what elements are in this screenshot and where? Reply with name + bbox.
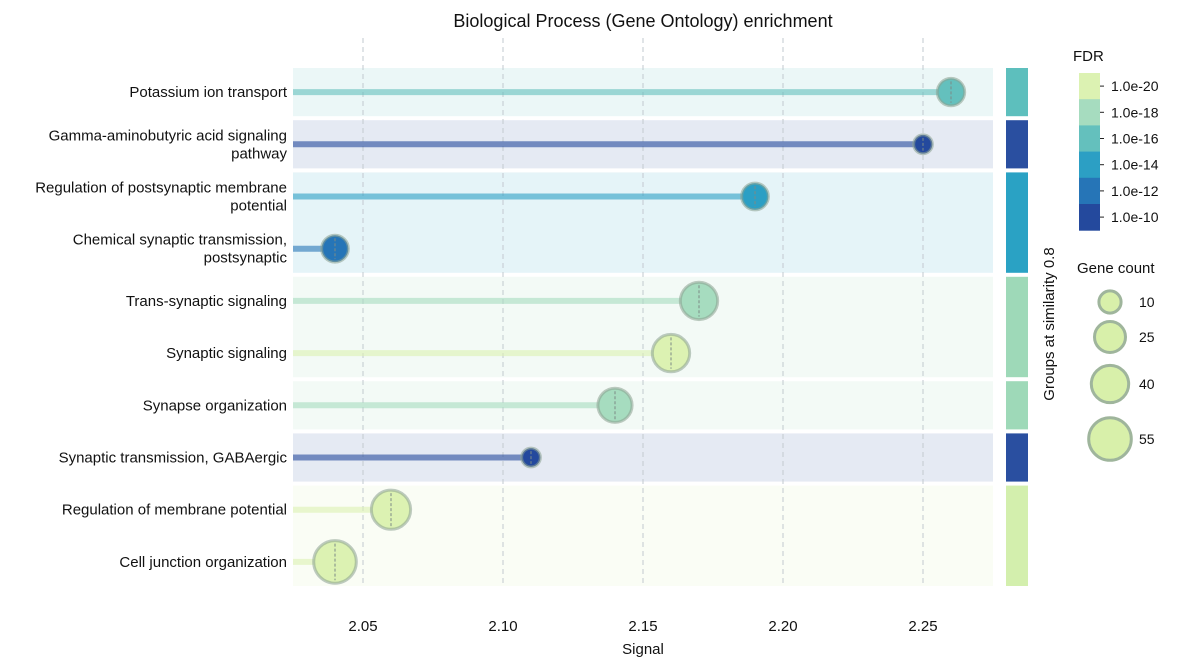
gene-count-label-55: 55	[1139, 431, 1155, 447]
row-label-6: Synaptic signaling	[166, 345, 287, 362]
fdr-tick-label-1: 1.0e-20	[1111, 78, 1159, 94]
row-label-4-line-2: postsynaptic	[204, 250, 288, 267]
group-block-7	[1006, 485, 1028, 586]
row-labels: Potassium ion transport Gamma-aminobutyri…	[35, 84, 288, 571]
fdr-tick-label-5: 1.0e-12	[1111, 183, 1159, 199]
x-tick-label-2.25: 2.25	[908, 618, 937, 635]
fdr-tick-label-2: 1.0e-18	[1111, 104, 1159, 120]
x-tick-label-2.05: 2.05	[348, 618, 377, 635]
group-block-6	[1006, 433, 1028, 482]
x-axis-label: Signal	[622, 641, 664, 658]
gene-count-swatch-40	[1089, 363, 1131, 405]
lollipop-marks	[293, 76, 967, 585]
x-tick-label-2.10: 2.10	[488, 618, 517, 635]
fdr-swatch-5	[1079, 177, 1100, 205]
fdr-swatch-1	[1079, 73, 1100, 100]
row-label-3-line-2: potential	[230, 198, 287, 215]
group-block-4	[1006, 276, 1028, 378]
row-label-4-line-1: Chemical synaptic transmission,	[73, 232, 287, 249]
gene-count-swatch-25	[1093, 320, 1127, 354]
group-block-2	[1006, 120, 1028, 169]
group-axis-label: Groups at similarity 0.8	[1041, 247, 1058, 400]
group-strip	[1006, 68, 1028, 586]
row-label-2-line-1: Gamma-aminobutyric acid signaling	[49, 127, 287, 144]
fdr-swatch-4	[1079, 151, 1100, 179]
x-tick-label-2.20: 2.20	[768, 618, 797, 635]
chart-title: Biological Process (Gene Ontology) enric…	[453, 11, 832, 31]
row-label-5: Trans-synaptic signaling	[126, 293, 287, 310]
row-label-3-line-1: Regulation of postsynaptic membrane	[35, 180, 287, 197]
fdr-tick-label-6: 1.0e-10	[1111, 209, 1159, 225]
dot-10	[312, 539, 358, 585]
fdr-legend: FDR 1.0e-20 1.0e-18 1.0e-16 1.0e-14 1.0e-12 1…	[1073, 48, 1159, 231]
fdr-swatch-3	[1079, 125, 1100, 153]
fdr-tick-label-4: 1.0e-14	[1111, 157, 1159, 173]
gene-count-label-40: 40	[1139, 376, 1155, 392]
x-tick-label-2.15: 2.15	[628, 618, 657, 635]
row-label-2-line-2: pathway	[231, 145, 287, 162]
fdr-legend-title: FDR	[1073, 48, 1104, 65]
row-label-7: Synapse organization	[143, 397, 287, 414]
fdr-tick-label-3: 1.0e-16	[1111, 131, 1159, 147]
gridlines	[362, 38, 924, 587]
row-label-1: Potassium ion transport	[129, 84, 287, 101]
row-label-9: Regulation of membrane potential	[62, 502, 287, 519]
group-block-5	[1006, 381, 1028, 430]
gene-count-swatch-10	[1097, 289, 1123, 315]
gene-count-legend-title: Gene count	[1077, 260, 1155, 277]
row-label-8: Synaptic transmission, GABAergic	[59, 450, 288, 467]
gene-count-label-10: 10	[1139, 294, 1155, 310]
gene-count-label-25: 25	[1139, 329, 1155, 345]
row-label-10: Cell junction organization	[119, 554, 287, 571]
gene-count-swatch-55	[1087, 416, 1133, 462]
gene-count-legend: Gene count 10 25 40 55	[1077, 260, 1155, 462]
group-block-1	[1006, 68, 1028, 117]
x-axis: 2.05 2.10 2.15 2.20 2.25	[348, 618, 937, 635]
group-block-3	[1006, 172, 1028, 273]
fdr-swatch-6	[1079, 204, 1100, 231]
fdr-swatch-2	[1079, 99, 1100, 126]
dot-7	[596, 386, 634, 424]
